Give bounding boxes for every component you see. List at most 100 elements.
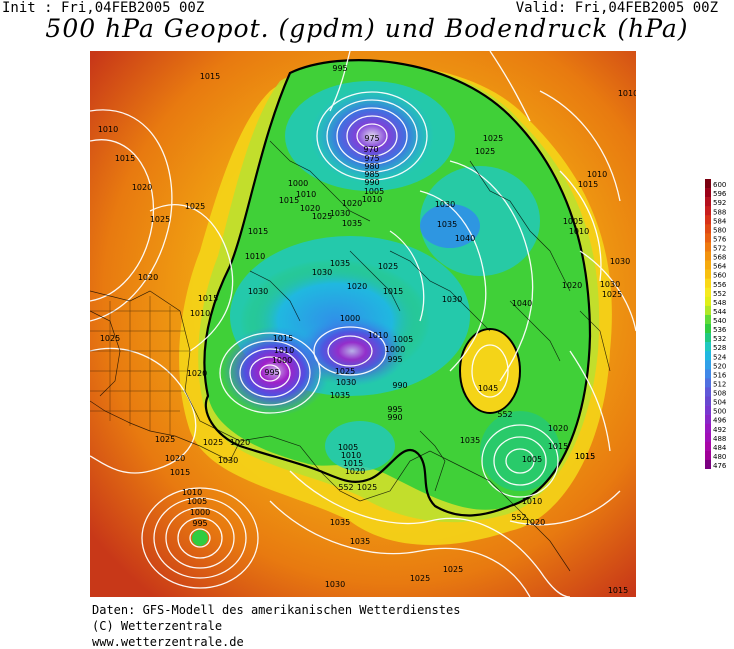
map-title: 500 hPa Geopot. (gpdm) und Bodendruck (h… <box>45 14 689 43</box>
colorbar-swatch <box>705 197 711 207</box>
pressure-label: 990 <box>387 413 402 422</box>
cyan-region-east <box>420 166 540 276</box>
pressure-label: 1025 <box>203 438 223 447</box>
pressure-label: 1030 <box>610 257 630 266</box>
colorbar-swatch <box>705 441 711 452</box>
pressure-label: 1020 <box>345 467 365 476</box>
colorbar-label: 508 <box>713 390 726 398</box>
pressure-label: 1025 <box>335 367 355 376</box>
colorbar-label: 496 <box>713 417 727 425</box>
pressure-label: 990 <box>392 381 407 390</box>
colorbar-label: 564 <box>713 263 727 271</box>
colorbar-swatch <box>705 432 711 443</box>
pressure-label: 1035 <box>350 537 370 546</box>
colorbar-swatch <box>705 459 711 469</box>
colorbar-label: 488 <box>713 435 726 443</box>
cyan-lobe-south <box>325 421 395 471</box>
pressure-label: 1030 <box>442 295 462 304</box>
pressure-label: 1035 <box>330 518 350 527</box>
pressure-label: 1040 <box>512 299 532 308</box>
pressure-label: 1025 <box>100 334 120 343</box>
pressure-label: 1000 <box>340 314 360 323</box>
init-time-label: Init : Fri,04FEB2005 00Z <box>2 0 205 16</box>
high-pressure-yellow <box>459 328 521 414</box>
colorbar-swatch <box>705 224 711 234</box>
colorbar-swatch <box>705 414 711 424</box>
pressure-label: 1025 <box>150 215 170 224</box>
valid-time-label: Valid: Fri,04FEB2005 00Z <box>515 0 718 16</box>
colorbar-swatch <box>705 396 711 406</box>
colorbar-label: 520 <box>713 362 726 370</box>
pressure-label: 1010 <box>182 488 202 497</box>
pressure-label: 1010 <box>587 170 607 179</box>
colorbar: 6005965925885845805765725685645605565525… <box>705 179 727 469</box>
colorbar-swatch <box>705 333 711 343</box>
colorbar-label: 556 <box>713 281 727 289</box>
colorbar-label: 596 <box>713 190 727 198</box>
pressure-label: 1020 <box>187 369 207 378</box>
pressure-label: 995 <box>387 355 402 364</box>
colorbar-label: 584 <box>713 217 727 225</box>
pressure-label: 980 <box>364 162 379 171</box>
colorbar-label: 592 <box>713 199 726 207</box>
pressure-label: 1025 <box>483 134 503 143</box>
pressure-label: 1000 <box>288 179 308 188</box>
weather-map: 1015995101010151020102510251020101510101… <box>90 51 636 597</box>
colorbar-swatch <box>705 450 711 461</box>
colorbar-swatch <box>705 233 711 243</box>
pressure-label: 1005 <box>338 443 358 452</box>
pressure-label: 1030 <box>312 268 332 277</box>
pressure-label: 1015 <box>343 459 363 468</box>
colorbar-label: 600 <box>713 181 726 189</box>
colorbar-swatch <box>705 360 711 370</box>
pressure-label: 1035 <box>330 391 350 400</box>
pressure-label: 1020 <box>132 183 152 192</box>
pressure-label: 1035 <box>437 220 457 229</box>
pressure-label: 1035 <box>342 219 362 228</box>
pressure-label: 1025 <box>410 574 430 583</box>
colorbar-swatch <box>705 206 711 216</box>
pressure-label: 552 <box>497 410 512 419</box>
colorbar-label: 476 <box>713 462 727 469</box>
state-borders <box>90 296 190 436</box>
colorbar-label: 536 <box>713 326 727 334</box>
pressure-label: 1015 <box>608 586 628 595</box>
pressure-label: 1015 <box>575 452 595 461</box>
pressure-label: 1020 <box>548 424 568 433</box>
pressure-label: 1030 <box>218 456 238 465</box>
pressure-label: 990 <box>364 178 379 187</box>
colorbar-label: 500 <box>713 408 726 416</box>
pressure-label: 1020 <box>525 518 545 527</box>
pressure-label: 1020 <box>165 454 185 463</box>
colorbar-swatches <box>705 179 711 469</box>
pressure-label: 1010 <box>341 451 361 460</box>
colorbar-swatch <box>705 342 711 352</box>
pressure-label: 1020 <box>342 199 362 208</box>
colorbar-swatch <box>705 179 711 189</box>
blue-region-east <box>420 204 480 248</box>
pressure-label: 970 <box>363 145 378 154</box>
pressure-label: 1015 <box>575 452 595 461</box>
pressure-label: 1025 <box>378 262 398 271</box>
pressure-label: 1015 <box>170 468 190 477</box>
colorbar-label: 528 <box>713 344 726 352</box>
pressure-label: 1005 <box>522 455 542 464</box>
pressure-label: 1025 <box>357 483 377 492</box>
pressure-label: 1015 <box>248 227 268 236</box>
colorbar-label: 580 <box>713 226 726 234</box>
colorbar-swatch <box>705 405 711 415</box>
colorbar-swatch <box>705 215 711 225</box>
colorbar-label: 512 <box>713 380 726 388</box>
colorbar-swatch <box>705 314 711 325</box>
colorbar-swatch <box>705 296 711 307</box>
footer-data-source: Daten: GFS-Modell des amerikanischen Wet… <box>92 603 461 617</box>
pressure-label: 985 <box>364 170 379 179</box>
footer-copyright: (C) Wetterzentrale <box>92 619 223 633</box>
pressure-label: 552 <box>338 483 353 492</box>
pressure-label: 1010 <box>98 125 118 134</box>
colorbar-swatch <box>705 305 711 316</box>
isobars <box>90 51 636 597</box>
pressure-label: 1000 <box>272 356 292 365</box>
colorbar-label: 552 <box>713 290 726 298</box>
colorbar-swatch <box>705 188 711 198</box>
